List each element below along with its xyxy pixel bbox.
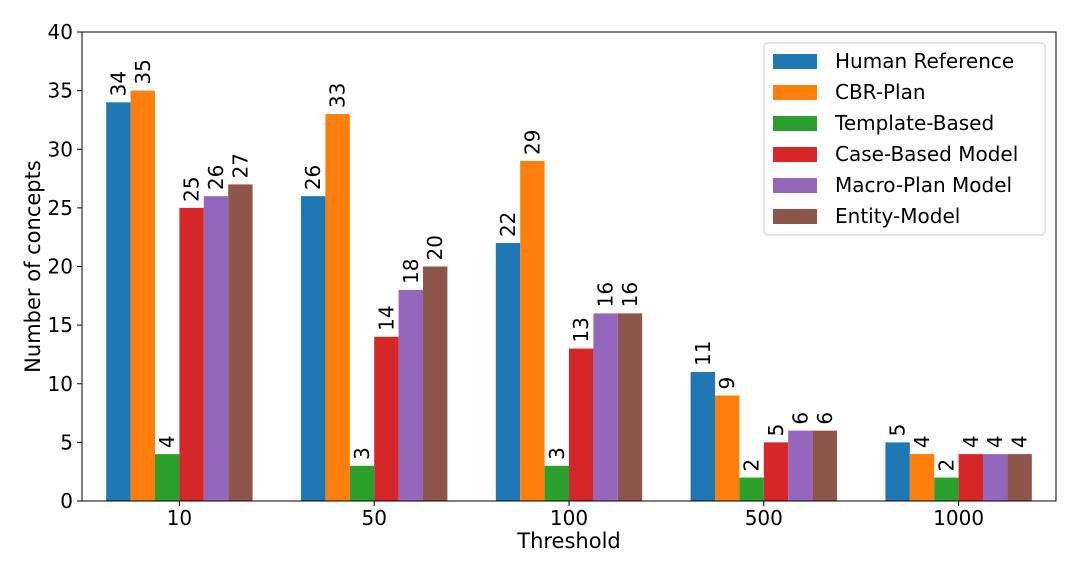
x-tick-label: 1000 [933, 506, 984, 530]
bar-value-label: 3 [545, 447, 569, 460]
bar-value-label: 26 [301, 165, 325, 190]
bar-value-label: 5 [764, 424, 788, 437]
y-axis-title: Number of concepts [21, 160, 45, 373]
bar [909, 454, 935, 501]
bar-value-label: 4 [1008, 435, 1032, 448]
bar [690, 372, 715, 501]
x-tick-label: 50 [361, 506, 386, 530]
legend-label: Entity-Model [835, 204, 960, 228]
bar [349, 465, 375, 501]
bar [1007, 454, 1032, 501]
y-tick-label: 35 [48, 79, 73, 103]
bar-value-label: 33 [326, 83, 350, 108]
y-tick-label: 0 [60, 489, 73, 513]
bar [130, 90, 155, 501]
bar [788, 430, 813, 501]
x-tick-label: 500 [745, 506, 783, 530]
legend-swatch [773, 209, 817, 224]
legend-box [763, 42, 1046, 236]
x-tick-label: 10 [167, 506, 192, 530]
bar [885, 442, 910, 501]
bar [301, 196, 326, 501]
bar-value-label: 26 [204, 165, 228, 190]
bar-value-label: 34 [106, 71, 130, 96]
bar [155, 454, 180, 501]
y-tick-label: 25 [48, 196, 73, 220]
bar-value-label: 20 [423, 235, 447, 260]
bar [934, 477, 959, 501]
legend: Human Reference CBR-Plan Template-Based Cas… [763, 42, 1046, 236]
bar [715, 395, 740, 501]
y-tick-label: 10 [48, 372, 73, 396]
bar-value-label: 27 [228, 153, 252, 178]
bar [423, 266, 448, 501]
bar [593, 313, 618, 501]
bar-value-label: 13 [569, 317, 593, 342]
bar-value-label: 14 [374, 305, 398, 330]
legend-swatch [773, 178, 817, 193]
bar [617, 313, 643, 501]
legend-label: Case-Based Model [835, 142, 1018, 166]
bar-value-label: 2 [934, 459, 958, 472]
bar-value-label: 25 [180, 176, 204, 201]
x-axis-title: Threshold [516, 529, 621, 553]
bar [544, 465, 569, 501]
bar-value-label: 35 [131, 59, 155, 84]
bar [569, 348, 594, 501]
bar [495, 243, 521, 502]
y-tick-label: 40 [48, 20, 73, 44]
bar [179, 207, 204, 501]
bar [203, 196, 229, 501]
bar-value-label: 4 [959, 435, 983, 448]
legend-label: Human Reference [835, 49, 1014, 73]
legend-swatch [773, 85, 817, 100]
bar [520, 160, 545, 501]
bar-value-label: 5 [886, 424, 910, 437]
bar [374, 336, 399, 501]
bar-value-label: 16 [618, 282, 642, 307]
bar-value-label: 4 [910, 435, 934, 448]
bar-value-label: 6 [788, 412, 812, 425]
bar [398, 289, 423, 501]
bar-value-label: 18 [399, 258, 423, 283]
bar [106, 102, 131, 501]
x-axis: 10 50 100 500 1000 [167, 501, 984, 530]
bar-value-label: 3 [350, 447, 374, 460]
legend-swatch [773, 116, 817, 131]
bar-value-label: 9 [715, 377, 739, 390]
y-tick-label: 20 [48, 255, 73, 279]
y-tick-label: 30 [48, 137, 73, 161]
bar-value-label: 6 [813, 412, 837, 425]
bar-value-label: 4 [983, 435, 1007, 448]
y-tick-label: 5 [60, 430, 73, 454]
legend-swatch [773, 147, 817, 162]
bar-value-label: 11 [691, 341, 715, 366]
bar [958, 454, 983, 501]
legend-label: Macro-Plan Model [835, 173, 1012, 197]
bar [812, 430, 837, 501]
bar [228, 184, 253, 502]
bar [763, 442, 789, 501]
bar [983, 454, 1008, 501]
bar-value-label: 29 [520, 130, 544, 155]
bar [325, 114, 350, 501]
bar-value-label: 16 [594, 282, 618, 307]
legend-label: Template-Based [834, 111, 994, 135]
legend-swatch [773, 54, 817, 69]
x-tick-label: 100 [550, 506, 588, 530]
y-axis: 0 5 10 15 20 25 30 35 40 [48, 20, 82, 513]
y-tick-label: 15 [48, 313, 73, 337]
bar-value-label: 22 [496, 212, 520, 237]
bars-group [106, 90, 1032, 502]
legend-label: CBR-Plan [835, 80, 926, 104]
bar-value-label: 4 [155, 435, 179, 448]
bar [739, 477, 764, 501]
bar-value-label: 2 [740, 459, 764, 472]
